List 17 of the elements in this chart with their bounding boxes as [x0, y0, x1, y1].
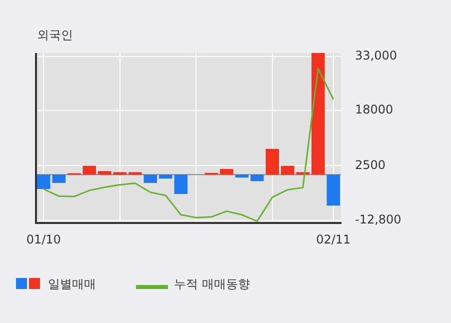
y-tick-label: 18000: [355, 102, 394, 116]
legend-label: 일별매매: [48, 276, 96, 293]
x-tick-label: 02/11: [316, 232, 351, 246]
bar: [144, 174, 158, 183]
bar: [266, 148, 280, 175]
chart-title: 외국인: [37, 27, 73, 44]
y-tick-label: 2500: [355, 158, 386, 172]
bar: [311, 53, 325, 175]
bar: [128, 172, 142, 175]
y-tick-label: -12,800: [355, 212, 402, 227]
legend-label: 누적 매매동향: [174, 276, 250, 293]
bar: [235, 174, 249, 178]
x-tick-label: 01/10: [26, 232, 61, 246]
bar: [326, 174, 340, 206]
bar: [220, 168, 234, 175]
y-tick-label: 33,000: [355, 48, 397, 63]
bar: [250, 174, 264, 182]
